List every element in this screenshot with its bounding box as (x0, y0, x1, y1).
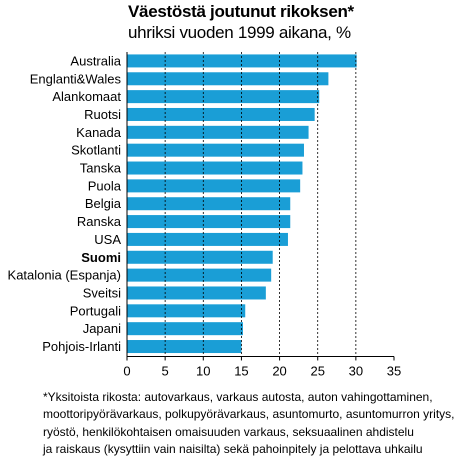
bar-4 (127, 125, 309, 139)
x-tick-label-5: 25 (310, 363, 324, 378)
category-label-5: Skotlanti (71, 143, 121, 158)
bar-1 (127, 72, 329, 86)
bar-14 (127, 304, 246, 318)
category-label-2: Alankomaat (52, 89, 121, 104)
footnote-line-2: moottoripyörävarkaus, polkupyörävarkaus,… (43, 407, 455, 422)
bar-8 (127, 197, 291, 211)
category-label-1: Englanti&Wales (30, 71, 122, 86)
category-label-15: Japani (83, 321, 121, 336)
title-line-2: uhriksi vuoden 1999 aikana, % (128, 23, 351, 42)
bar-10 (127, 232, 288, 246)
bar-7 (127, 179, 301, 193)
bar-5 (127, 143, 304, 157)
bar-2 (127, 90, 320, 104)
bar-9 (127, 215, 291, 229)
category-label-4: Kanada (76, 125, 122, 140)
category-label-0: Australia (70, 53, 121, 68)
footnote-line-3: ryöstö, henkilökohtaisen omaisuuden vark… (43, 424, 414, 439)
category-label-7: Puola (88, 178, 122, 193)
bar-11 (127, 250, 273, 264)
category-label-9: Ranska (77, 214, 122, 229)
category-label-12: Katalonia (Espanja) (8, 268, 121, 283)
bar-6 (127, 161, 303, 175)
bar-16 (127, 340, 242, 354)
footnote: *Yksitoista rikosta: autovarkaus, varkau… (43, 389, 461, 458)
footnote-line-1: *Yksitoista rikosta: autovarkaus, varkau… (43, 390, 433, 404)
category-label-13: Sveitsi (83, 285, 121, 300)
x-tick-label-0: 0 (123, 363, 130, 378)
x-tick-label-6: 30 (349, 363, 363, 378)
category-label-16: Pohjois-Irlanti (42, 339, 121, 354)
category-label-11: Suomi (81, 250, 121, 265)
bar-chart: Australia Englanti&Wales Alankomaat Ruotsi K… (8, 52, 401, 378)
x-tick-label-1: 5 (162, 363, 169, 378)
category-label-8: Belgia (85, 196, 122, 211)
category-label-14: Portugali (70, 303, 121, 318)
category-label-10: USA (94, 232, 121, 247)
x-tick-label-7: 35 (387, 363, 401, 378)
category-label-6: Tanska (80, 161, 122, 176)
bar-15 (127, 322, 243, 336)
x-tick-label-2: 10 (196, 363, 210, 378)
x-tick-label-4: 20 (272, 363, 286, 378)
category-label-3: Ruotsi (84, 107, 121, 122)
bar-3 (127, 107, 315, 121)
bar-12 (127, 268, 272, 282)
bar-13 (127, 286, 266, 300)
x-tick-label-3: 15 (234, 363, 248, 378)
footnote-line-4: ja raiskaus (kysyttiin vain naisilta) se… (43, 441, 423, 456)
title-line-1: Väestöstä joutunut rikoksen* (128, 2, 354, 21)
chart-title: Väestöstä joutunut rikoksen* uhriksi vuo… (128, 1, 354, 43)
